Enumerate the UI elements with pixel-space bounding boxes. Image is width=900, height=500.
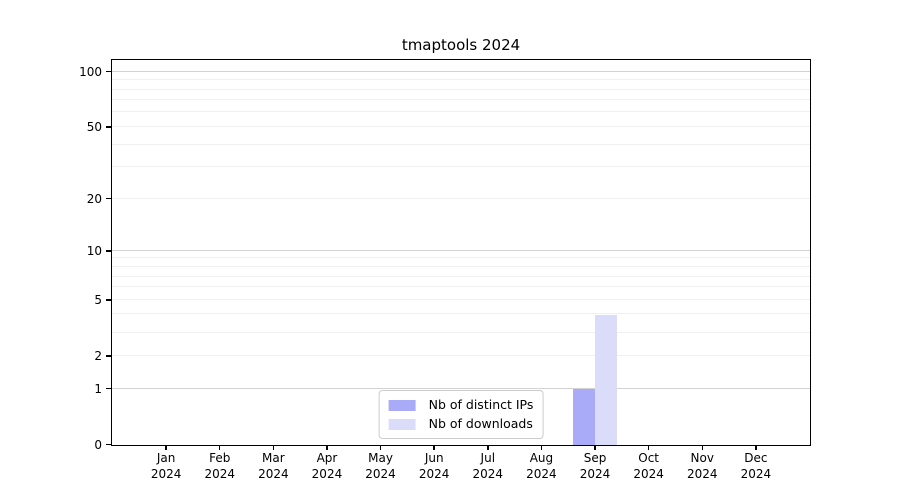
y-tick-label: 100	[79, 64, 102, 79]
x-tick-label: Aug 2024	[526, 450, 557, 481]
x-tick	[326, 444, 328, 450]
x-tick	[755, 444, 757, 450]
x-tick-label: Jan 2024	[150, 450, 182, 481]
major-gridline	[112, 249, 810, 251]
y-tick-label: 1	[94, 381, 102, 396]
bar-nb-of-distinct-ips	[572, 389, 595, 445]
minor-gridline	[112, 331, 810, 333]
x-tick	[165, 444, 167, 450]
minor-gridline	[112, 111, 810, 113]
bars-layer	[112, 60, 810, 445]
y-tick	[106, 126, 111, 128]
x-tick-label: Nov 2024	[686, 450, 718, 481]
x-tick-label: May 2024	[365, 450, 396, 481]
x-tick	[594, 444, 596, 450]
minor-gridline	[112, 298, 810, 300]
y-tick-label: 50	[86, 119, 102, 134]
legend-label-downloads: Nb of downloads	[428, 416, 533, 431]
minor-gridline	[112, 275, 810, 277]
bar-nb-of-downloads	[594, 315, 617, 445]
x-tick-label: Oct 2024	[633, 450, 664, 481]
x-tick	[647, 444, 650, 450]
y-tick	[106, 387, 111, 390]
y-tick-label: 20	[86, 191, 102, 206]
minor-gridline	[112, 143, 810, 145]
x-tick	[433, 444, 435, 450]
minor-gridline	[112, 79, 810, 81]
legend-label-distinct-ips: Nb of distinct IPs	[428, 397, 534, 412]
x-tick	[487, 444, 489, 450]
minor-gridline	[112, 257, 810, 259]
major-gridline	[112, 70, 810, 72]
minor-gridline	[112, 197, 810, 199]
chart-title: tmaptools 2024	[401, 36, 521, 54]
minor-gridline	[112, 125, 810, 127]
x-tick	[218, 444, 221, 450]
y-tick	[106, 70, 111, 73]
y-tick-label: 5	[94, 292, 102, 307]
legend-swatch-downloads-icon	[388, 418, 416, 430]
minor-gridline	[112, 88, 810, 90]
x-tick-label: Jul 2024	[472, 450, 504, 481]
x-tick	[379, 444, 382, 450]
y-tick	[106, 250, 111, 252]
minor-gridline	[112, 354, 810, 356]
x-tick	[540, 444, 543, 450]
x-tick	[701, 444, 704, 450]
legend: Nb of distinct IPs Nb of downloads	[378, 390, 544, 439]
y-tick	[106, 299, 111, 301]
y-tick-label: 2	[94, 348, 102, 363]
x-tick-label: Feb 2024	[204, 450, 235, 481]
y-tick	[106, 443, 111, 446]
minor-gridline	[112, 286, 810, 288]
minor-gridline	[112, 99, 810, 101]
minor-gridline	[112, 166, 810, 168]
plot-area: Nb of distinct IPs Nb of downloads	[111, 59, 811, 446]
x-tick-label: Apr 2024	[311, 450, 343, 481]
y-tick	[106, 355, 111, 357]
y-tick-label: 0	[94, 437, 102, 452]
y-tick-label: 10	[86, 243, 102, 258]
minor-gridline	[112, 266, 810, 267]
major-gridline	[112, 387, 810, 389]
minor-gridline	[112, 313, 810, 315]
gridlines-layer	[112, 60, 810, 445]
x-tick-label: Sep 2024	[579, 450, 611, 481]
legend-item-distinct-ips: Nb of distinct IPs	[388, 397, 534, 413]
x-tick	[272, 444, 275, 450]
y-tick	[106, 197, 111, 200]
x-tick-label: Mar 2024	[258, 450, 289, 481]
legend-swatch-distinct-ips-icon	[388, 399, 416, 411]
x-tick-label: Jun 2024	[418, 450, 450, 481]
x-tick-label: Dec 2024	[740, 450, 772, 481]
legend-item-downloads: Nb of downloads	[388, 416, 534, 432]
